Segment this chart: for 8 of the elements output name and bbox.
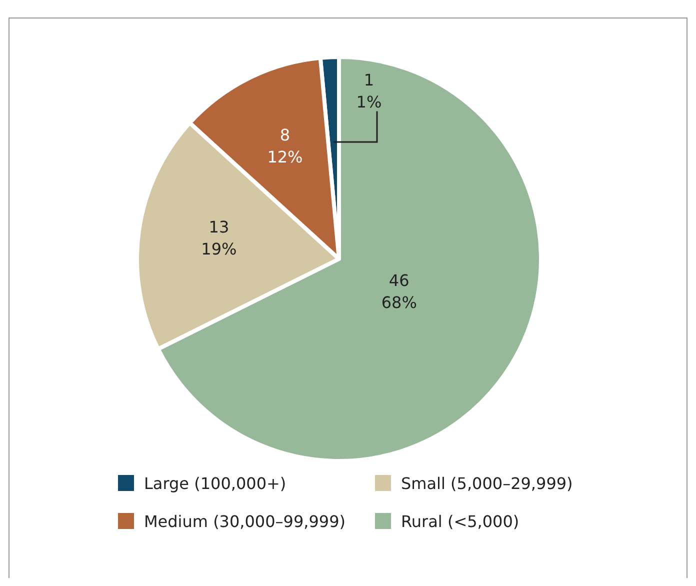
legend-label: Rural (<5,000) xyxy=(401,512,520,531)
legend-label: Small (5,000–29,999) xyxy=(401,474,573,493)
data-label: 1 1% xyxy=(356,70,382,112)
data-label: 13 19% xyxy=(201,217,237,258)
data-label: 8 12% xyxy=(267,126,303,167)
data-label: 46 68% xyxy=(381,271,417,312)
legend-label: Medium (30,000–99,999) xyxy=(144,512,346,531)
legend-label: Large (100,000+) xyxy=(144,474,286,493)
